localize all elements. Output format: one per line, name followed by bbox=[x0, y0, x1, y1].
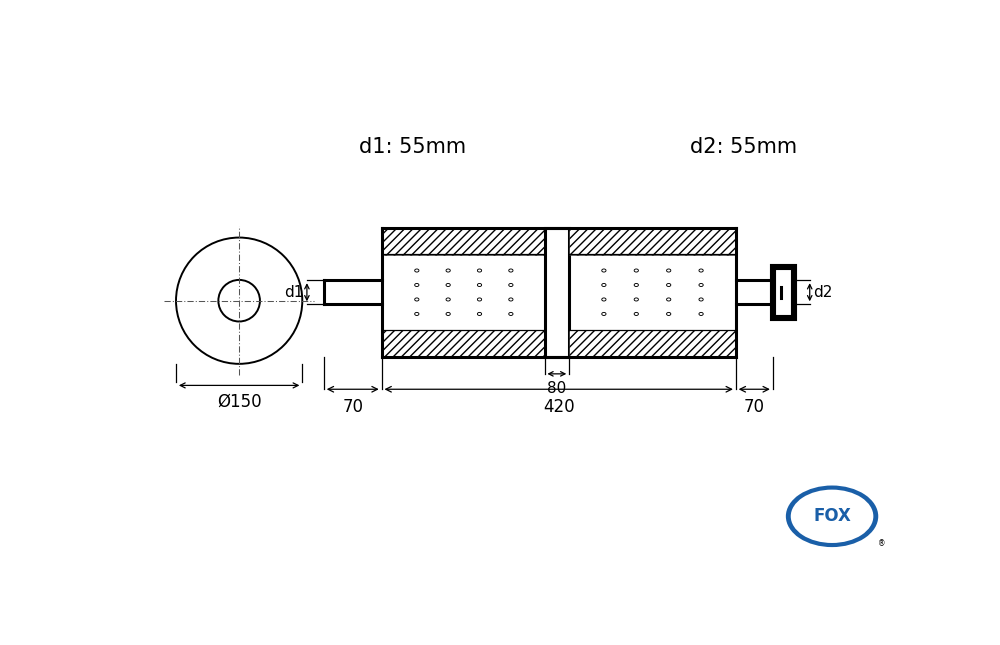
Ellipse shape bbox=[415, 298, 419, 301]
Ellipse shape bbox=[667, 298, 671, 301]
Ellipse shape bbox=[477, 269, 482, 272]
Ellipse shape bbox=[446, 298, 450, 301]
Ellipse shape bbox=[634, 312, 638, 315]
Ellipse shape bbox=[446, 283, 450, 286]
Ellipse shape bbox=[477, 283, 482, 286]
Text: 420: 420 bbox=[543, 398, 575, 416]
Ellipse shape bbox=[790, 488, 874, 544]
Ellipse shape bbox=[699, 298, 703, 301]
Ellipse shape bbox=[699, 269, 703, 272]
Bar bbox=[545, 228, 569, 357]
Text: Ø150: Ø150 bbox=[217, 393, 261, 411]
Bar bbox=[569, 330, 736, 357]
Ellipse shape bbox=[509, 298, 513, 301]
Ellipse shape bbox=[509, 312, 513, 315]
Ellipse shape bbox=[602, 283, 606, 286]
Ellipse shape bbox=[699, 283, 703, 286]
Bar bbox=[773, 267, 794, 317]
Ellipse shape bbox=[602, 298, 606, 301]
Ellipse shape bbox=[667, 312, 671, 315]
Ellipse shape bbox=[634, 298, 638, 301]
Ellipse shape bbox=[786, 486, 878, 547]
Ellipse shape bbox=[602, 269, 606, 272]
Ellipse shape bbox=[667, 269, 671, 272]
Ellipse shape bbox=[602, 312, 606, 315]
Text: 70: 70 bbox=[744, 398, 765, 416]
Ellipse shape bbox=[477, 312, 482, 315]
Text: 70: 70 bbox=[342, 398, 363, 416]
Text: ®: ® bbox=[878, 539, 885, 548]
Text: d1: d1 bbox=[284, 284, 303, 300]
Ellipse shape bbox=[509, 283, 513, 286]
Ellipse shape bbox=[446, 269, 450, 272]
Bar bbox=[569, 228, 736, 255]
Ellipse shape bbox=[634, 283, 638, 286]
Text: d2: d2 bbox=[814, 284, 833, 300]
Ellipse shape bbox=[509, 269, 513, 272]
Ellipse shape bbox=[667, 283, 671, 286]
Ellipse shape bbox=[477, 298, 482, 301]
Ellipse shape bbox=[415, 283, 419, 286]
Text: 80: 80 bbox=[547, 381, 566, 396]
Text: d1: 55mm: d1: 55mm bbox=[359, 137, 466, 157]
Text: FOX: FOX bbox=[813, 506, 851, 524]
Bar bbox=[382, 330, 545, 357]
Ellipse shape bbox=[415, 312, 419, 315]
Bar bbox=[382, 228, 545, 255]
Ellipse shape bbox=[634, 269, 638, 272]
Text: d2: 55mm: d2: 55mm bbox=[690, 137, 797, 157]
Ellipse shape bbox=[446, 312, 450, 315]
Ellipse shape bbox=[415, 269, 419, 272]
Ellipse shape bbox=[699, 312, 703, 315]
